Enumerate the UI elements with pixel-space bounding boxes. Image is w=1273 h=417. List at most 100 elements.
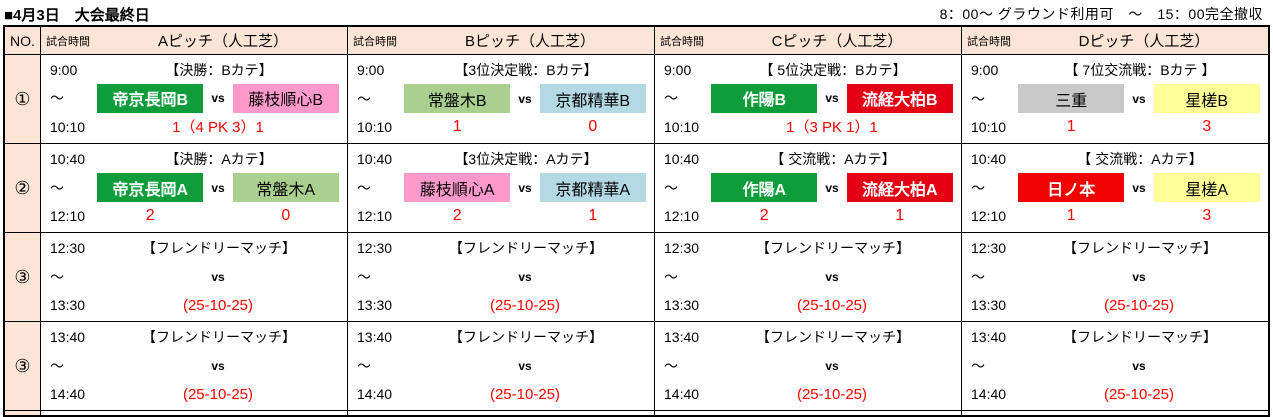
match-header-line: 10:40 【 交流戦：Aカテ】 bbox=[655, 149, 961, 169]
match-header-line: 12:30 【フレンドリーマッチ】 bbox=[962, 238, 1268, 258]
vs-label: vs bbox=[1132, 358, 1146, 373]
team1-placeholder bbox=[711, 262, 817, 291]
match-end-time: 13:30 bbox=[971, 297, 1007, 313]
cropped-cell bbox=[962, 411, 1268, 415]
scores-container: (25-10-25) bbox=[1018, 386, 1268, 403]
team1-box: 帝京長岡A bbox=[97, 173, 204, 202]
scores-container: (25-10-25) bbox=[711, 386, 961, 403]
schedule-table: NO. 試合時間 Aピッチ（人工芝） 試合時間 Bピッチ（人工芝） 試合時間 C… bbox=[3, 25, 1270, 417]
match-label: 【 交流戦：Aカテ】 bbox=[770, 151, 896, 167]
match-cell: 13:40 【フレンドリーマッチ】 ～ vs 14:40 (25-10-25) bbox=[655, 322, 962, 410]
team2-box: 常盤木A bbox=[232, 173, 339, 202]
team1-placeholder bbox=[97, 262, 203, 291]
match-end-time: 10:10 bbox=[971, 119, 1007, 135]
match-label: 【3位決定戦：Bカテ】 bbox=[454, 62, 598, 78]
match-end-time: 14:40 bbox=[971, 386, 1007, 402]
match-score-line: 12:10 2 1 bbox=[348, 206, 654, 226]
table-row: ③ 12:30 【フレンドリーマッチ】～ vs 13:30 (25-10-25) 12:30… bbox=[5, 233, 1268, 322]
row-number: ③ bbox=[5, 233, 41, 321]
match-teams-line: ～ vs bbox=[655, 262, 961, 291]
match-label: 【3位決定戦：Aカテ】 bbox=[454, 151, 598, 167]
team2-score: 0 bbox=[588, 118, 598, 135]
time-tilde: ～ bbox=[664, 179, 678, 196]
scores-container: (25-10-25) bbox=[404, 386, 654, 403]
match-cell: 12:30 【フレンドリーマッチ】 ～ vs 13:30 (25-10-25) bbox=[655, 233, 962, 321]
teams-container: vs bbox=[1018, 262, 1268, 291]
team2-placeholder bbox=[847, 262, 953, 291]
match-teams-line: ～ vs bbox=[655, 351, 961, 380]
scores-container: 1（4 PK 3）1 bbox=[97, 116, 347, 137]
scores-container: (25-10-25) bbox=[97, 297, 347, 314]
match-start-time: 10:40 bbox=[971, 151, 1007, 167]
match-start-time: 10:40 bbox=[664, 151, 700, 167]
team2-score: 0 bbox=[281, 207, 291, 224]
match-start-time: 9:00 bbox=[664, 62, 692, 78]
teams-container: vs bbox=[711, 262, 961, 291]
teams-container: vs bbox=[1018, 351, 1268, 380]
match-header-line: 12:30 【フレンドリーマッチ】 bbox=[348, 238, 654, 258]
time-tilde: ～ bbox=[971, 268, 985, 285]
match-start-time: 12:30 bbox=[50, 240, 86, 256]
match-label: 【 5位決定戦：Bカテ】 bbox=[759, 62, 907, 78]
teams-container: 帝京長岡A vs 常盤木A bbox=[97, 173, 347, 202]
match-score-line: 13:30 (25-10-25) bbox=[962, 295, 1268, 315]
score-center: (25-10-25) bbox=[796, 296, 868, 314]
match-label: 【フレンドリーマッチ】 bbox=[449, 240, 603, 256]
match-cell: 13:40 【フレンドリーマッチ】 ～ vs 14:40 (25-10-25) bbox=[348, 322, 655, 410]
match-cell: 12:30 【フレンドリーマッチ】 ～ vs 13:30 (25-10-25) bbox=[962, 233, 1268, 321]
match-start-time: 13:40 bbox=[357, 329, 393, 345]
match-header-line: 13:40 【フレンドリーマッチ】 bbox=[348, 327, 654, 347]
match-score-line: 14:40 (25-10-25) bbox=[41, 384, 347, 404]
match-score-line: 14:40 (25-10-25) bbox=[655, 384, 961, 404]
scores-container: (25-10-25) bbox=[711, 297, 961, 314]
team1-placeholder bbox=[97, 351, 203, 380]
team1-score: 2 bbox=[452, 207, 462, 224]
time-tilde: ～ bbox=[50, 357, 64, 374]
cropped-cell bbox=[655, 411, 962, 415]
match-teams-line: ～ 帝京長岡A vs 常盤木A bbox=[41, 173, 347, 202]
match-teams-line: ～ vs bbox=[962, 351, 1268, 380]
team2-placeholder bbox=[1154, 262, 1260, 291]
match-score-line: 13:30 (25-10-25) bbox=[41, 295, 347, 315]
match-label: 【フレンドリーマッチ】 bbox=[1063, 240, 1217, 256]
team1-score: 1 bbox=[1066, 207, 1076, 224]
vs-label: vs bbox=[211, 269, 225, 284]
pitch-a-header: Aピッチ（人工芝） bbox=[157, 33, 288, 50]
team2-placeholder bbox=[233, 351, 339, 380]
match-start-time: 9:00 bbox=[971, 62, 999, 78]
pitch-c-section-header: 試合時間 Cピッチ（人工芝） bbox=[655, 27, 962, 54]
teams-container: 作陽B vs 流経大柏B bbox=[711, 83, 961, 113]
time-tilde: ～ bbox=[971, 357, 985, 374]
team1-placeholder bbox=[1018, 262, 1124, 291]
table-row: ③ 13:40 【フレンドリーマッチ】～ vs 14:40 (25-10-25) 13:40… bbox=[5, 322, 1268, 411]
teams-container: 藤枝順心A vs 京都精華A bbox=[404, 173, 654, 202]
cropped-row-number-cell bbox=[5, 411, 41, 415]
team2-score: 3 bbox=[1202, 207, 1212, 224]
match-header-line: 10:40 【決勝：Aカテ】 bbox=[41, 149, 347, 169]
team1-placeholder bbox=[1018, 351, 1124, 380]
team1-box: 作陽A bbox=[711, 173, 818, 202]
match-label: 【フレンドリーマッチ】 bbox=[756, 329, 910, 345]
team2-box: 星槎B bbox=[1153, 84, 1260, 113]
match-score-line: 12:10 1 3 bbox=[962, 206, 1268, 226]
match-start-time: 12:30 bbox=[357, 240, 393, 256]
match-header-line: 13:40 【フレンドリーマッチ】 bbox=[655, 327, 961, 347]
match-end-time: 14:40 bbox=[50, 386, 86, 402]
match-score-line: 14:40 (25-10-25) bbox=[348, 384, 654, 404]
pitch-c-header: Cピッチ（人工芝） bbox=[771, 33, 903, 50]
score-center: (25-10-25) bbox=[796, 385, 868, 403]
time-tilde: ～ bbox=[357, 268, 371, 285]
team1-box: 三重 bbox=[1018, 84, 1125, 113]
match-score-line: 10:10 1 3 bbox=[962, 117, 1268, 137]
teams-container: 帝京長岡B vs 藤枝順心B bbox=[97, 83, 347, 113]
team2-box: 流経大柏B bbox=[846, 83, 953, 113]
score-center: (25-10-25) bbox=[1103, 385, 1175, 403]
match-label: 【 7位交流戦：Bカテ 】 bbox=[1064, 62, 1216, 78]
team2-placeholder bbox=[233, 262, 339, 291]
team2-score: 3 bbox=[1202, 118, 1212, 135]
team2-placeholder bbox=[540, 262, 646, 291]
vs-label: vs bbox=[518, 358, 532, 373]
teams-container: vs bbox=[711, 351, 961, 380]
